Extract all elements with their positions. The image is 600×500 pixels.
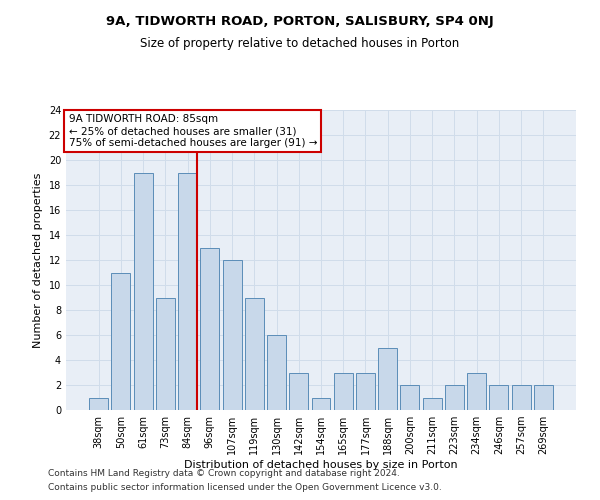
Bar [490, 385, 508, 410]
Bar [112, 272, 130, 410]
X-axis label: Distribution of detached houses by size in Porton: Distribution of detached houses by size … [184, 460, 458, 470]
Bar [89, 398, 108, 410]
Bar [311, 398, 331, 410]
Bar [356, 372, 375, 410]
Bar [445, 385, 464, 410]
Bar [334, 372, 353, 410]
Text: 9A TIDWORTH ROAD: 85sqm
← 25% of detached houses are smaller (31)
75% of semi-de: 9A TIDWORTH ROAD: 85sqm ← 25% of detache… [68, 114, 317, 148]
Bar [134, 172, 152, 410]
Bar [200, 248, 219, 410]
Bar [245, 298, 264, 410]
Bar [178, 172, 197, 410]
Bar [267, 335, 286, 410]
Text: Size of property relative to detached houses in Porton: Size of property relative to detached ho… [140, 38, 460, 51]
Bar [534, 385, 553, 410]
Text: Contains public sector information licensed under the Open Government Licence v3: Contains public sector information licen… [48, 484, 442, 492]
Text: Contains HM Land Registry data © Crown copyright and database right 2024.: Contains HM Land Registry data © Crown c… [48, 468, 400, 477]
Bar [512, 385, 530, 410]
Bar [223, 260, 242, 410]
Bar [423, 398, 442, 410]
Bar [378, 348, 397, 410]
Bar [400, 385, 419, 410]
Bar [467, 372, 486, 410]
Text: 9A, TIDWORTH ROAD, PORTON, SALISBURY, SP4 0NJ: 9A, TIDWORTH ROAD, PORTON, SALISBURY, SP… [106, 15, 494, 28]
Y-axis label: Number of detached properties: Number of detached properties [33, 172, 43, 348]
Bar [289, 372, 308, 410]
Bar [156, 298, 175, 410]
